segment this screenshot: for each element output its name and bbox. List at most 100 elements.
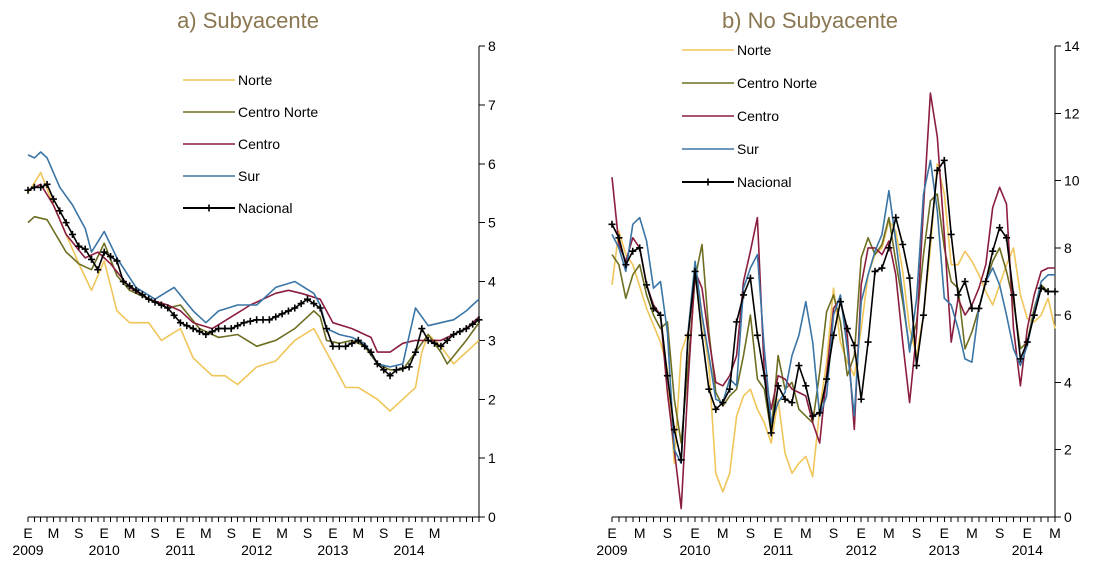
nacional-marker <box>272 313 280 321</box>
legend-label: Norte <box>737 42 771 58</box>
nacional-marker <box>719 399 727 407</box>
y-tick-label: 12 <box>1064 105 1080 121</box>
x-month-label: M <box>883 525 895 541</box>
nacional-marker <box>183 322 191 330</box>
y-tick-label: 2 <box>1064 442 1072 458</box>
nacional-marker <box>49 195 57 203</box>
x-month-label: S <box>912 525 921 541</box>
nacional-marker <box>278 310 286 318</box>
nacional-marker <box>342 342 350 350</box>
nacional-marker <box>323 325 331 333</box>
chart-b-title: b) No Subyacente <box>722 8 898 33</box>
nacional-marker <box>933 166 941 174</box>
nacional-marker <box>81 245 89 253</box>
nacional-marker <box>221 325 229 333</box>
nacional-marker <box>608 220 616 228</box>
nacional-marker <box>170 311 178 319</box>
nacional-marker <box>926 234 934 242</box>
nacional-marker <box>329 342 337 350</box>
series-line-centro <box>611 92 1055 510</box>
x-month-label: E <box>328 525 337 541</box>
nacional-marker <box>145 295 153 303</box>
nacional-marker <box>663 372 671 380</box>
x-month-label: M <box>276 525 288 541</box>
nacional-marker <box>208 328 216 336</box>
legend-label: Centro Norte <box>238 104 318 120</box>
nacional-marker <box>830 331 837 339</box>
nacional-marker <box>885 244 893 252</box>
x-month-label: E <box>690 525 699 541</box>
x-month-label: E <box>404 525 413 541</box>
nacional-marker <box>240 319 248 327</box>
nacional-marker <box>443 336 451 344</box>
nacional-marker <box>705 385 713 393</box>
chart-a-title: a) Subyacente <box>177 8 319 33</box>
legend-marker <box>205 204 213 212</box>
nacional-marker <box>677 456 685 464</box>
series-line-sur <box>27 151 480 368</box>
x-year-label: 2013 <box>317 542 348 558</box>
legend-label: Centro Norte <box>737 75 817 91</box>
nacional-marker <box>196 328 204 336</box>
nacional-marker <box>733 318 741 326</box>
nacional-marker <box>265 316 273 324</box>
nacional-marker <box>823 375 831 383</box>
x-year-label: 2010 <box>89 542 120 558</box>
series-line-centro-norte <box>27 215 480 371</box>
y-tick-label: 10 <box>1064 173 1080 189</box>
x-year-label: 2011 <box>165 542 195 558</box>
nacional-marker <box>850 341 858 349</box>
legend-marker <box>704 178 712 186</box>
nacional-marker <box>760 372 768 380</box>
nacional-marker <box>622 261 630 269</box>
nacional-marker <box>253 316 261 324</box>
x-month-label: S <box>746 525 755 541</box>
x-year-label: 2009 <box>12 542 43 558</box>
nacional-marker <box>202 330 210 338</box>
legend-label: Nacional <box>737 174 791 190</box>
nacional-marker <box>100 248 108 256</box>
nacional-marker <box>940 156 948 164</box>
nacional-marker <box>107 252 115 260</box>
nacional-marker <box>56 207 64 215</box>
x-month-label: S <box>150 525 159 541</box>
nacional-marker <box>899 240 907 248</box>
nacional-marker <box>113 257 121 265</box>
nacional-marker <box>712 405 720 413</box>
x-month-label: E <box>176 525 185 541</box>
nacional-marker <box>94 266 102 274</box>
x-month-label: M <box>966 525 978 541</box>
nacional-marker <box>30 183 38 191</box>
nacional-marker <box>386 372 394 380</box>
nacional-marker <box>43 180 51 188</box>
nacional-marker <box>913 362 921 370</box>
y-tick-label: 14 <box>1064 38 1080 54</box>
nacional-marker <box>643 281 651 289</box>
nacional-marker <box>878 264 886 272</box>
nacional-marker <box>37 183 45 191</box>
nacional-marker <box>310 300 318 308</box>
x-month-label: E <box>23 525 32 541</box>
x-month-label: S <box>379 525 388 541</box>
y-tick-label: 0 <box>1064 509 1072 525</box>
nacional-marker <box>151 298 159 306</box>
nacional-marker <box>843 325 851 333</box>
x-year-label: 2012 <box>846 542 877 558</box>
x-month-label: M <box>634 525 646 541</box>
nacional-marker <box>1016 355 1024 363</box>
x-month-label: E <box>857 525 866 541</box>
x-month-label: M <box>352 525 364 541</box>
legend-label: Nacional <box>238 200 292 216</box>
x-year-label: 2009 <box>596 542 627 558</box>
y-tick-label: 1 <box>488 450 496 466</box>
nacional-marker <box>788 399 796 407</box>
series-line-norte <box>611 163 1056 493</box>
nacional-marker <box>1030 311 1038 319</box>
y-tick-label: 3 <box>488 332 496 348</box>
x-month-label: E <box>252 525 261 541</box>
x-month-label: M <box>124 525 136 541</box>
nacional-marker <box>259 316 267 324</box>
nacional-marker <box>469 320 477 328</box>
x-month-label: S <box>995 525 1004 541</box>
y-tick-label: 6 <box>1064 307 1072 323</box>
